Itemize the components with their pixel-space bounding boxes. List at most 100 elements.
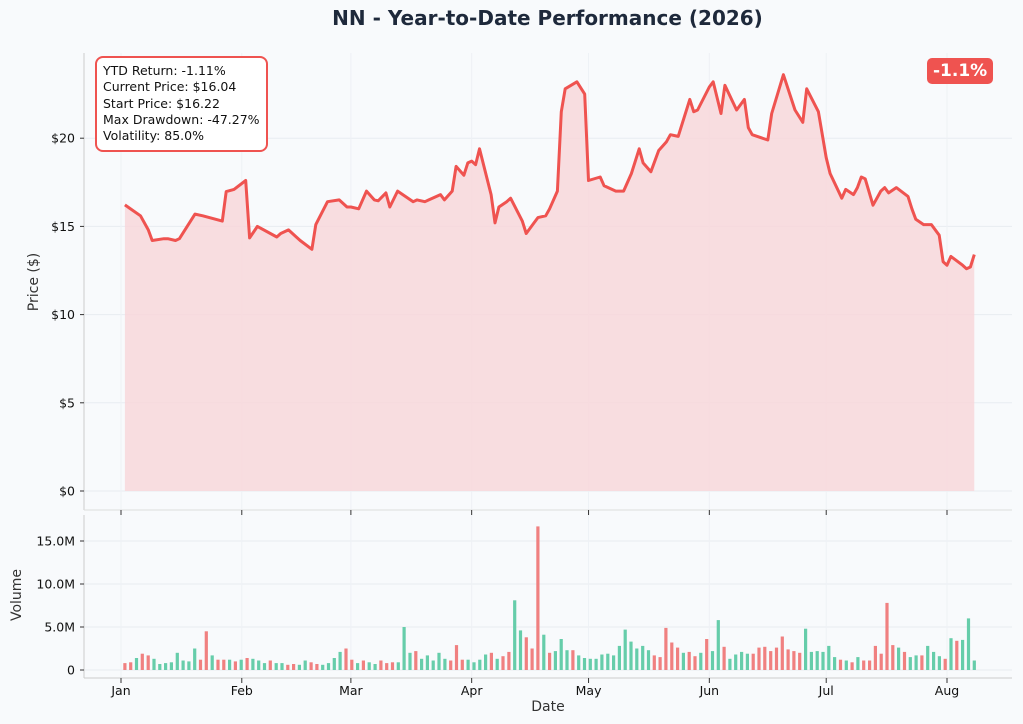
- volume-bar: [734, 654, 738, 670]
- volume-bar: [612, 655, 616, 670]
- volume-bar: [914, 655, 918, 670]
- volume-bar: [315, 664, 319, 670]
- volume-bar: [513, 600, 517, 670]
- volume-bar: [553, 651, 557, 670]
- volume-bar: [280, 663, 284, 670]
- x-tick-label: Jul: [818, 683, 834, 698]
- price-y-tick-label: $15: [51, 219, 75, 234]
- volume-bar: [804, 628, 808, 670]
- volume-bar: [728, 658, 732, 670]
- volume-bar: [588, 658, 592, 670]
- volume-bar: [676, 647, 680, 670]
- volume-bar: [169, 662, 173, 670]
- volume-bar: [833, 657, 837, 670]
- volume-bar: [722, 646, 726, 670]
- volume-bar: [123, 663, 127, 670]
- x-tick-label: Jun: [699, 683, 720, 698]
- volume-bar: [763, 646, 767, 670]
- volume-y-tick-label: 10.0M: [36, 577, 75, 592]
- volume-bar: [134, 658, 139, 670]
- volume-bar: [873, 645, 877, 670]
- volume-bar: [437, 652, 441, 670]
- volume-bar: [937, 656, 941, 670]
- x-tick-label: May: [576, 683, 602, 698]
- volume-bar: [443, 658, 447, 670]
- volume-bar: [228, 659, 232, 670]
- volume-bar: [856, 657, 860, 670]
- volume-bar: [344, 648, 348, 670]
- volume-y-tick-label: 5.0M: [44, 620, 75, 635]
- x-tick-label: Aug: [935, 683, 959, 698]
- volume-bar: [501, 656, 505, 670]
- volume-bar: [257, 660, 261, 670]
- volume-bar: [152, 658, 156, 670]
- volume-bar: [530, 648, 534, 670]
- price-y-tick-label: $5: [59, 395, 75, 410]
- volume-bar: [710, 651, 715, 670]
- x-tick-label: Mar: [339, 683, 363, 698]
- volume-bar: [303, 660, 307, 670]
- volume-bar: [740, 651, 744, 670]
- volume-bar: [262, 663, 267, 670]
- volume-bar: [844, 660, 848, 670]
- volume-bar: [815, 651, 819, 670]
- volume-bar: [955, 640, 959, 670]
- volume-bar: [140, 653, 144, 670]
- volume-bar: [524, 637, 528, 670]
- volume-bar: [943, 658, 947, 670]
- volume-bar: [146, 655, 150, 670]
- volume-bar: [332, 658, 336, 670]
- volume-bar: [536, 526, 540, 670]
- volume-bar: [338, 651, 342, 670]
- price-y-axis-title: Price ($): [26, 253, 42, 311]
- volume-bar: [466, 659, 470, 670]
- volume-bar: [693, 656, 697, 670]
- volume-bar: [233, 661, 237, 670]
- volume-bar: [670, 642, 674, 670]
- volume-bar: [222, 659, 226, 670]
- volume-bar: [774, 647, 779, 670]
- volume-bar: [175, 652, 179, 670]
- volume-bar: [425, 655, 429, 670]
- volume-bar: [326, 663, 331, 670]
- volume-bar: [646, 650, 651, 670]
- volume-bar: [716, 620, 720, 670]
- volume-bar: [635, 648, 639, 670]
- price-area: [124, 73, 976, 491]
- volume-bar: [484, 654, 488, 670]
- volume-bar: [809, 651, 813, 670]
- volume-bar: [769, 651, 773, 670]
- volume-bar: [897, 647, 901, 670]
- volume-y-axis-title: Volume: [9, 569, 25, 621]
- volume-bar: [891, 645, 895, 670]
- volume-bar: [745, 653, 749, 670]
- volume-bar: [641, 645, 645, 670]
- volume-bar: [949, 638, 953, 670]
- volume-bar: [449, 660, 453, 670]
- volume-bar: [798, 652, 802, 670]
- volume-bar: [379, 660, 383, 670]
- volume-bars: [123, 526, 976, 670]
- volume-bar: [164, 663, 168, 670]
- volume-bar: [582, 658, 587, 670]
- volume-bar: [751, 653, 755, 670]
- volume-bar: [902, 651, 907, 670]
- volume-bar: [158, 664, 162, 670]
- price-area-fill: [124, 74, 975, 491]
- volume-bar: [862, 660, 866, 670]
- volume-bar: [321, 664, 325, 670]
- stats-box: YTD Return: -1.11% Current Price: $16.04…: [95, 56, 268, 153]
- volume-bar: [850, 662, 854, 670]
- volume-bar: [292, 664, 296, 670]
- volume-bar: [489, 652, 493, 670]
- volume-bar: [571, 650, 575, 670]
- volume-bar: [245, 658, 249, 670]
- volume-bar: [408, 652, 412, 670]
- volume-bar: [420, 658, 424, 670]
- price-y-ticks: $0 $5 $10 $15 $20: [51, 131, 84, 499]
- volume-bar: [495, 658, 499, 670]
- volume-bar: [251, 658, 255, 670]
- volume-bar: [972, 660, 976, 670]
- return-badge: -1.1%: [927, 58, 994, 84]
- volume-bar: [274, 663, 278, 670]
